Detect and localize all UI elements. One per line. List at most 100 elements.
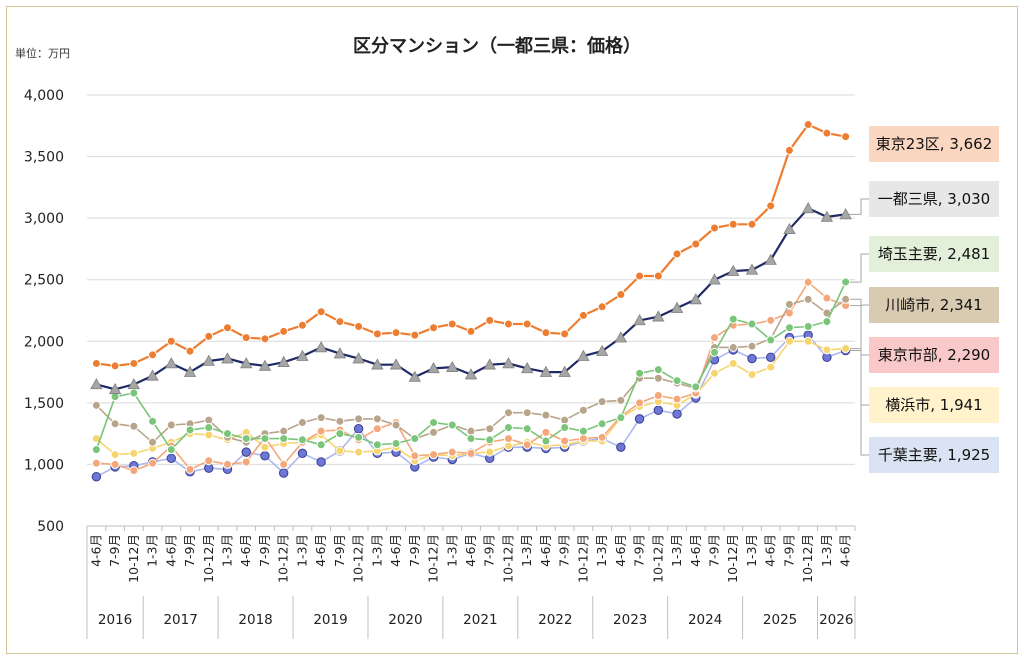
data-point: [91, 445, 101, 455]
data-point: [148, 458, 158, 468]
series-2: [91, 277, 851, 455]
data-point: [560, 436, 570, 446]
x-tick-label: 4-6月: [613, 534, 628, 567]
x-tick-label: 10-12月: [575, 534, 590, 583]
y-tick-label: 2,500: [24, 273, 64, 289]
year-label: 2016: [98, 612, 132, 628]
data-point: [314, 341, 328, 353]
x-tick-label: 1-3月: [519, 534, 534, 567]
data-point: [279, 434, 289, 444]
data-point: [522, 319, 532, 329]
year-label: 2026: [819, 612, 853, 628]
x-tick-label: 10-12月: [650, 534, 665, 583]
x-tick-label: 7-9月: [257, 534, 272, 567]
data-point: [335, 416, 345, 426]
data-point: [183, 365, 197, 377]
leader-line: [848, 305, 869, 356]
data-point: [278, 468, 289, 478]
data-point: [166, 453, 176, 463]
data-point: [166, 420, 176, 430]
data-point: [839, 208, 852, 220]
data-point: [258, 359, 272, 371]
data-point: [803, 277, 813, 287]
data-point: [710, 333, 720, 343]
data-point: [766, 335, 776, 345]
y-tick-label: 1,500: [24, 396, 64, 412]
data-point: [260, 334, 270, 344]
series-label: 東京市部, 2,290: [878, 346, 990, 364]
x-tick-label: 7-9月: [107, 534, 122, 567]
data-point: [91, 400, 101, 410]
data-point: [110, 361, 120, 371]
series-5: [91, 336, 851, 466]
x-tick-label: 10-12月: [800, 534, 815, 583]
data-point: [110, 450, 120, 460]
data-point: [241, 333, 251, 343]
data-point: [204, 331, 214, 341]
data-point: [764, 253, 777, 265]
x-tick-label: 4-6月: [88, 534, 103, 567]
data-point: [803, 294, 813, 304]
data-point: [672, 376, 682, 386]
data-point: [691, 382, 701, 392]
data-point: [410, 434, 420, 444]
data-point: [466, 426, 476, 436]
data-point: [541, 328, 551, 338]
data-point: [372, 424, 382, 434]
data-point: [372, 414, 382, 424]
data-point: [822, 128, 832, 138]
data-point: [766, 362, 776, 372]
year-label: 2019: [313, 612, 347, 628]
data-point: [354, 447, 364, 457]
data-point: [783, 222, 796, 235]
x-tick-label: 10-12月: [126, 534, 141, 583]
data-point: [503, 434, 513, 444]
data-point: [354, 322, 364, 332]
data-point: [728, 314, 738, 324]
data-point: [146, 369, 159, 381]
data-point: [185, 425, 195, 435]
data-point: [429, 418, 439, 428]
data-point: [352, 352, 365, 364]
leader-line: [848, 348, 869, 406]
data-point: [728, 358, 738, 368]
series-lines: [90, 120, 852, 482]
data-point: [279, 326, 289, 336]
data-point: [129, 466, 139, 476]
data-point: [616, 413, 626, 423]
data-point: [277, 355, 290, 368]
y-tick-label: 1,000: [24, 457, 64, 473]
data-point: [689, 293, 702, 305]
year-label: 2023: [613, 612, 647, 628]
data-point: [241, 434, 251, 444]
data-point: [841, 277, 851, 287]
data-point: [148, 416, 158, 426]
data-point: [841, 132, 851, 142]
data-point: [822, 345, 832, 355]
x-tick-label: 10-12月: [351, 534, 366, 583]
data-point: [410, 330, 420, 340]
leader-line: [848, 350, 869, 456]
y-tick-label: 3,000: [24, 211, 64, 227]
unit-label: 単位：万円: [15, 46, 70, 60]
x-tick-label: 1-3月: [669, 534, 684, 567]
data-point: [316, 413, 326, 423]
data-point: [672, 249, 682, 259]
x-tick-label: 7-9月: [707, 534, 722, 567]
x-tick-label: 1-3月: [444, 534, 459, 567]
data-point: [784, 336, 794, 346]
data-point: [90, 378, 103, 390]
data-point: [447, 319, 457, 329]
data-point: [108, 382, 122, 395]
data-point: [803, 120, 813, 130]
data-point: [614, 331, 628, 343]
data-point: [691, 239, 701, 249]
data-point: [410, 451, 420, 461]
series-label-box: [869, 337, 999, 373]
year-label: 2018: [238, 612, 272, 628]
data-point: [91, 458, 101, 468]
x-tick-label: 4-6月: [538, 534, 553, 567]
data-point: [653, 271, 663, 281]
x-tick-label: 1-3月: [219, 534, 234, 567]
data-point: [297, 418, 307, 428]
